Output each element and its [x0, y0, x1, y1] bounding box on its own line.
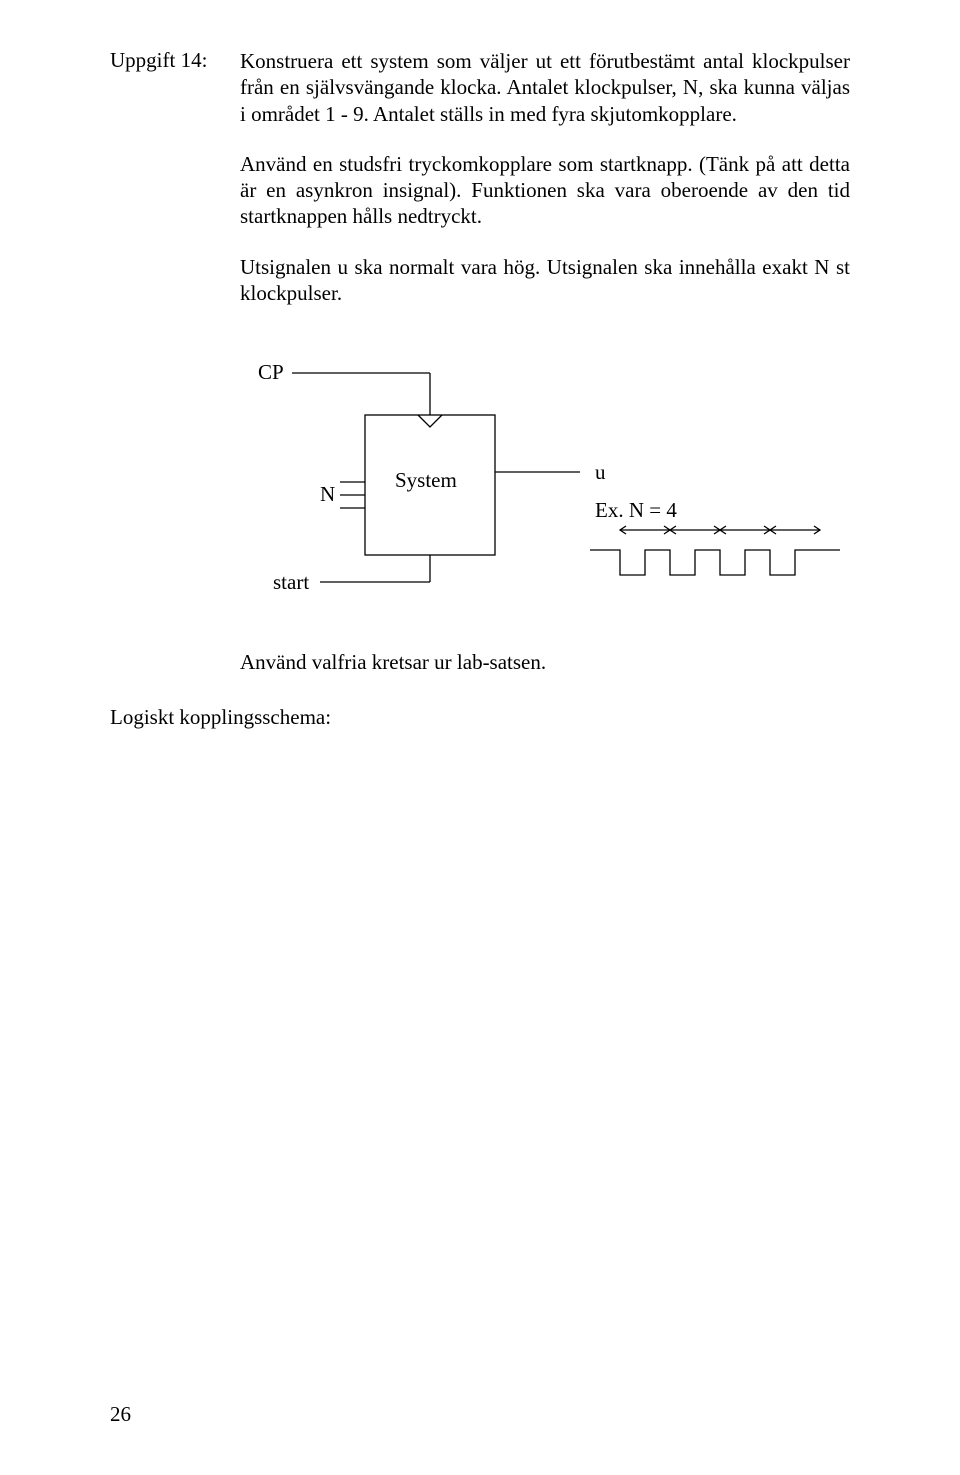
timing-arrows: [620, 526, 820, 534]
schema-heading: Logiskt kopplingsschema:: [110, 705, 850, 730]
task-paragraph-1: Konstruera ett system som väljer ut ett …: [240, 48, 850, 127]
page-number: 26: [110, 1402, 131, 1427]
block-diagram: CP N System start u Ex. N = 4: [240, 360, 850, 620]
u-output-label: u: [595, 460, 606, 485]
system-block-label: System: [395, 468, 457, 493]
task-body: Konstruera ett system som väljer ut ett …: [240, 48, 850, 330]
timing-waveform: [590, 550, 840, 575]
start-label: start: [273, 570, 309, 595]
example-label: Ex. N = 4: [595, 498, 677, 523]
cp-label: CP: [258, 360, 284, 385]
n-input-label: N: [320, 482, 335, 507]
task-paragraph-3: Utsignalen u ska normalt vara hög. Utsig…: [240, 254, 850, 307]
task-label: Uppgift 14:: [110, 48, 240, 73]
task-paragraph-2: Använd en studsfri tryckomkopplare som s…: [240, 151, 850, 230]
clock-triangle-icon: [418, 415, 442, 427]
note-text: Använd valfria kretsar ur lab-satsen.: [240, 650, 850, 675]
